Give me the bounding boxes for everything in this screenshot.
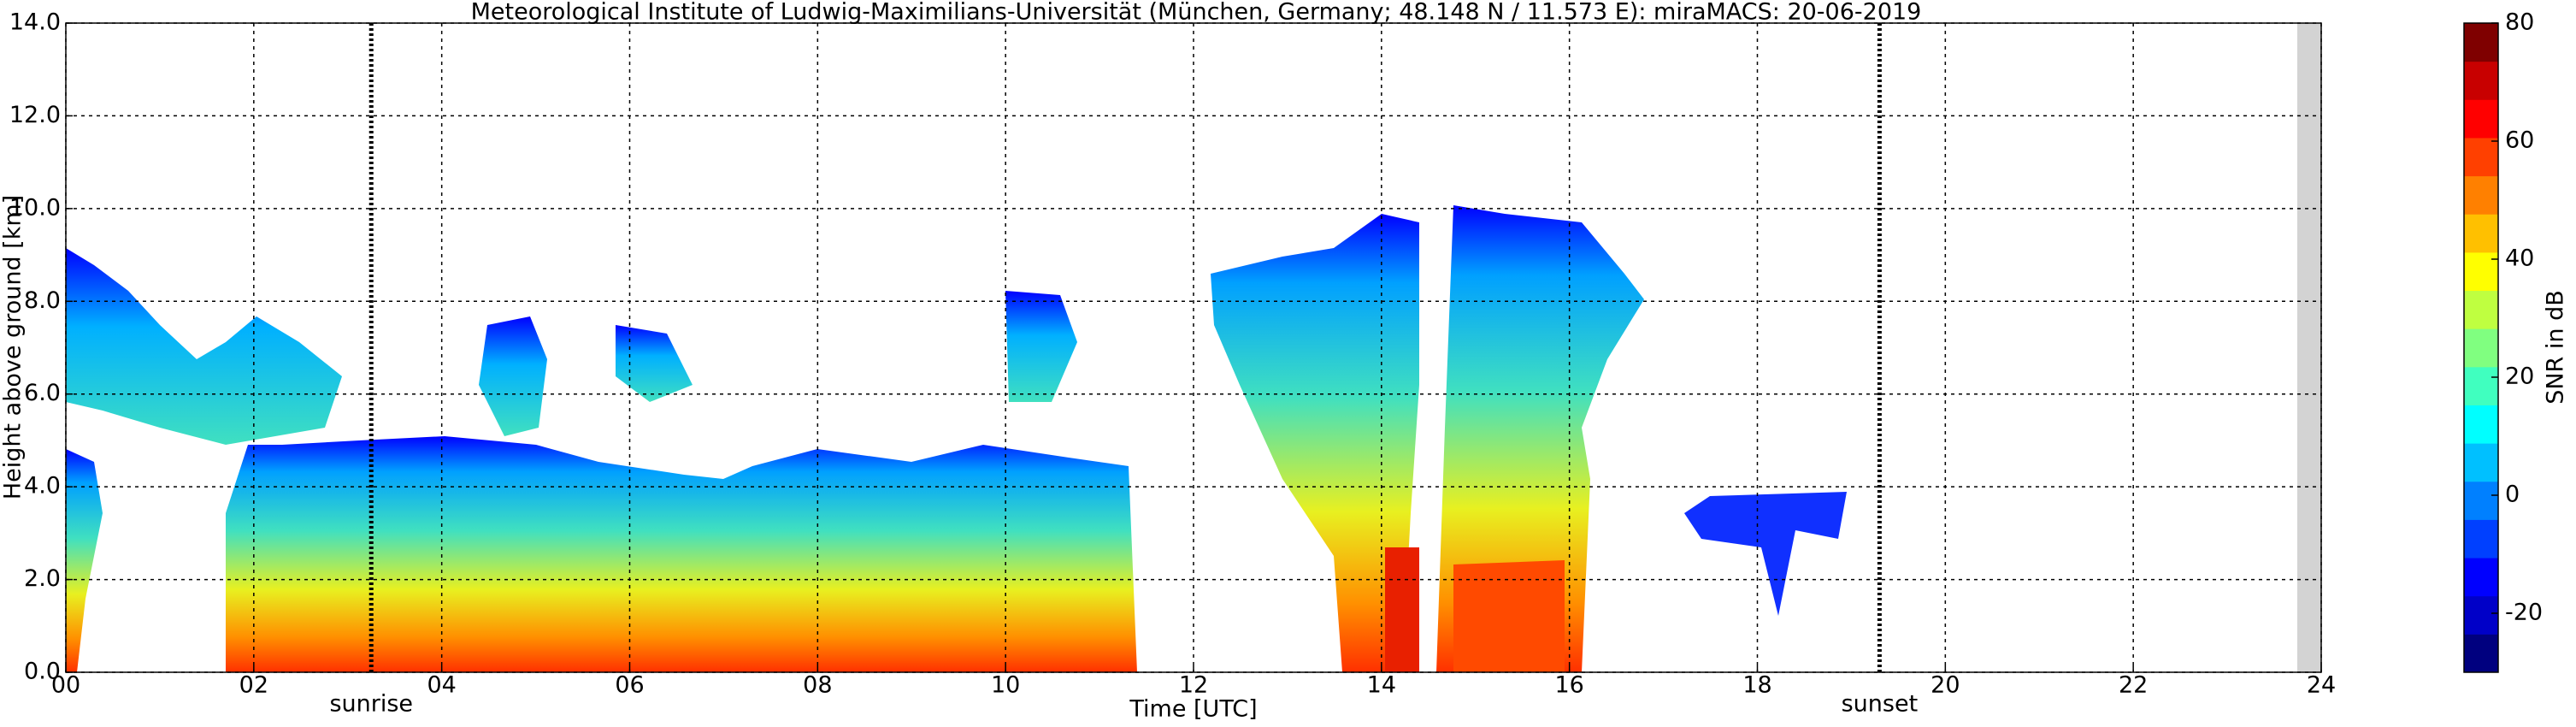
colorbar-segment — [2464, 519, 2498, 559]
colorbar-segment — [2464, 443, 2498, 482]
colorbar-segment — [2464, 175, 2498, 215]
x-tick-label: 10 — [991, 672, 1020, 699]
x-tick-label: 04 — [427, 672, 456, 699]
y-tick-label: 8.0 — [24, 287, 61, 314]
annotation-label: sunset — [1842, 691, 1919, 718]
y-tick-label: 10.0 — [9, 194, 61, 221]
y-tick-label: 12.0 — [9, 102, 61, 128]
colorbar-segment — [2464, 23, 2498, 62]
colorbar-segment — [2464, 99, 2498, 139]
x-tick-label: 24 — [2307, 672, 2336, 699]
colorbar-segment — [2464, 558, 2498, 597]
colorbar-segment — [2464, 634, 2498, 673]
colorbar-segment — [2464, 251, 2498, 292]
x-tick-label: 20 — [1931, 672, 1960, 699]
colorbar-segment — [2464, 137, 2498, 177]
colorbar-tick-label: 20 — [2505, 364, 2534, 390]
x-tick-label: 02 — [239, 672, 268, 699]
colorbar-segment — [2464, 61, 2498, 100]
x-tick-label: 14 — [1367, 672, 1396, 699]
y-tick-label: 6.0 — [24, 380, 61, 406]
colorbar-tick-label: 40 — [2505, 245, 2534, 272]
colorbar-segment — [2464, 595, 2498, 635]
y-tick-label: 0.0 — [24, 659, 61, 685]
colorbar-segment — [2464, 405, 2498, 444]
colorbar-tick-label: 60 — [2505, 127, 2534, 154]
y-tick-label: 4.0 — [24, 473, 61, 499]
x-tick-label: 18 — [1742, 672, 1771, 699]
snr-field — [66, 23, 2321, 672]
y-tick-label: 14.0 — [9, 9, 61, 36]
colorbar-segment — [2464, 481, 2498, 520]
y-tick-label: 2.0 — [24, 565, 61, 592]
y-axis-label: Height above ground [km] — [0, 195, 27, 499]
x-axis-label: Time [UTC] — [1129, 696, 1257, 723]
colorbar-segment — [2464, 328, 2498, 368]
x-tick-label: 16 — [1554, 672, 1583, 699]
colorbar-tick-label: 0 — [2505, 482, 2520, 508]
annotation-label: sunrise — [329, 691, 413, 718]
colorbar-frame — [2463, 22, 2499, 673]
x-tick-label: 22 — [2119, 672, 2148, 699]
colorbar-tick-label: -20 — [2505, 600, 2543, 626]
x-tick-label: 08 — [803, 672, 832, 699]
x-tick-label: 00 — [51, 672, 80, 699]
colorbar-segment — [2464, 290, 2498, 329]
colorbar-label: SNR in dB — [2543, 290, 2569, 405]
x-tick-label: 06 — [615, 672, 644, 699]
colorbar-tick-label: 80 — [2505, 9, 2534, 36]
chart-title: Meteorological Institute of Ludwig-Maxim… — [471, 0, 1922, 26]
x-tick-label: 12 — [1179, 672, 1208, 699]
colorbar-segment — [2464, 214, 2498, 253]
colorbar-segment — [2464, 366, 2498, 405]
